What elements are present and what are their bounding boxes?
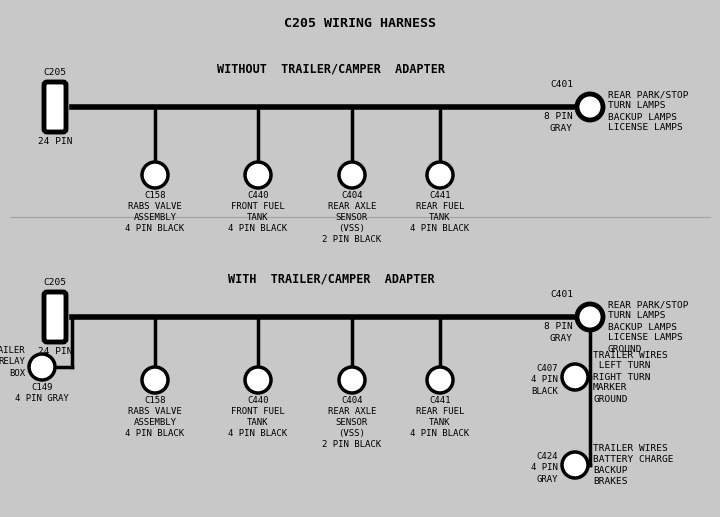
Circle shape	[142, 367, 168, 393]
Text: WITHOUT  TRAILER/CAMPER  ADAPTER: WITHOUT TRAILER/CAMPER ADAPTER	[217, 62, 445, 75]
Text: 8 PIN: 8 PIN	[544, 322, 573, 331]
Circle shape	[577, 94, 603, 120]
Text: C401: C401	[550, 80, 573, 89]
Circle shape	[245, 162, 271, 188]
FancyBboxPatch shape	[44, 82, 66, 132]
Text: LICENSE LAMPS: LICENSE LAMPS	[608, 333, 683, 342]
Text: WITH  TRAILER/CAMPER  ADAPTER: WITH TRAILER/CAMPER ADAPTER	[228, 272, 434, 285]
Text: C158
RABS VALVE
ASSEMBLY
4 PIN BLACK: C158 RABS VALVE ASSEMBLY 4 PIN BLACK	[125, 191, 184, 233]
Circle shape	[562, 364, 588, 390]
Circle shape	[577, 304, 603, 330]
Circle shape	[339, 162, 365, 188]
Circle shape	[427, 162, 453, 188]
FancyBboxPatch shape	[44, 292, 66, 342]
Text: C424
4 PIN
GRAY: C424 4 PIN GRAY	[531, 452, 558, 483]
Text: C205 WIRING HARNESS: C205 WIRING HARNESS	[284, 17, 436, 30]
Text: C440
FRONT FUEL
TANK
4 PIN BLACK: C440 FRONT FUEL TANK 4 PIN BLACK	[228, 191, 287, 233]
Text: GROUND: GROUND	[608, 344, 642, 354]
Circle shape	[142, 162, 168, 188]
Text: MARKER: MARKER	[593, 384, 628, 392]
Text: TRAILER WIRES: TRAILER WIRES	[593, 444, 667, 453]
Text: GRAY: GRAY	[550, 334, 573, 343]
Text: GRAY: GRAY	[550, 124, 573, 133]
Text: C440
FRONT FUEL
TANK
4 PIN BLACK: C440 FRONT FUEL TANK 4 PIN BLACK	[228, 396, 287, 438]
Text: C441
REAR FUEL
TANK
4 PIN BLACK: C441 REAR FUEL TANK 4 PIN BLACK	[410, 396, 469, 438]
Text: BACKUP LAMPS: BACKUP LAMPS	[608, 323, 677, 331]
Text: C205: C205	[43, 68, 66, 77]
Text: C441
REAR FUEL
TANK
4 PIN BLACK: C441 REAR FUEL TANK 4 PIN BLACK	[410, 191, 469, 233]
Text: LICENSE LAMPS: LICENSE LAMPS	[608, 124, 683, 132]
Text: 24 PIN: 24 PIN	[37, 137, 72, 146]
Text: RIGHT TURN: RIGHT TURN	[593, 373, 650, 382]
Text: TURN LAMPS: TURN LAMPS	[608, 312, 665, 321]
Text: REAR PARK/STOP: REAR PARK/STOP	[608, 90, 688, 99]
Text: TURN LAMPS: TURN LAMPS	[608, 101, 665, 111]
Text: C407
4 PIN
BLACK: C407 4 PIN BLACK	[531, 364, 558, 396]
Text: BRAKES: BRAKES	[593, 477, 628, 486]
Text: C149
4 PIN GRAY: C149 4 PIN GRAY	[15, 383, 69, 403]
Text: C404
REAR AXLE
SENSOR
(VSS)
2 PIN BLACK: C404 REAR AXLE SENSOR (VSS) 2 PIN BLACK	[323, 396, 382, 449]
Circle shape	[245, 367, 271, 393]
Text: BACKUP LAMPS: BACKUP LAMPS	[608, 113, 677, 121]
Text: GROUND: GROUND	[593, 394, 628, 403]
Text: BATTERY CHARGE: BATTERY CHARGE	[593, 455, 673, 464]
Text: TRAILER
RELAY
BOX: TRAILER RELAY BOX	[0, 346, 25, 377]
Circle shape	[427, 367, 453, 393]
Circle shape	[29, 354, 55, 380]
Circle shape	[339, 367, 365, 393]
Text: C404
REAR AXLE
SENSOR
(VSS)
2 PIN BLACK: C404 REAR AXLE SENSOR (VSS) 2 PIN BLACK	[323, 191, 382, 245]
Text: 8 PIN: 8 PIN	[544, 112, 573, 121]
Text: LEFT TURN: LEFT TURN	[593, 361, 650, 371]
Text: REAR PARK/STOP: REAR PARK/STOP	[608, 300, 688, 310]
Text: C401: C401	[550, 290, 573, 299]
Text: TRAILER WIRES: TRAILER WIRES	[593, 351, 667, 359]
Text: C158
RABS VALVE
ASSEMBLY
4 PIN BLACK: C158 RABS VALVE ASSEMBLY 4 PIN BLACK	[125, 396, 184, 438]
Text: BACKUP: BACKUP	[593, 466, 628, 475]
Circle shape	[562, 452, 588, 478]
Text: C205: C205	[43, 278, 66, 287]
Text: 24 PIN: 24 PIN	[37, 347, 72, 356]
